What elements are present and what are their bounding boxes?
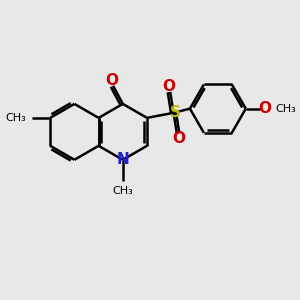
Text: O: O xyxy=(105,73,118,88)
Text: S: S xyxy=(169,105,180,120)
Text: O: O xyxy=(162,80,175,94)
Text: CH₃: CH₃ xyxy=(112,186,133,196)
Text: CH₃: CH₃ xyxy=(275,103,296,114)
Text: N: N xyxy=(117,152,130,167)
Text: CH₃: CH₃ xyxy=(5,113,26,123)
Text: O: O xyxy=(258,101,271,116)
Text: O: O xyxy=(172,131,185,146)
